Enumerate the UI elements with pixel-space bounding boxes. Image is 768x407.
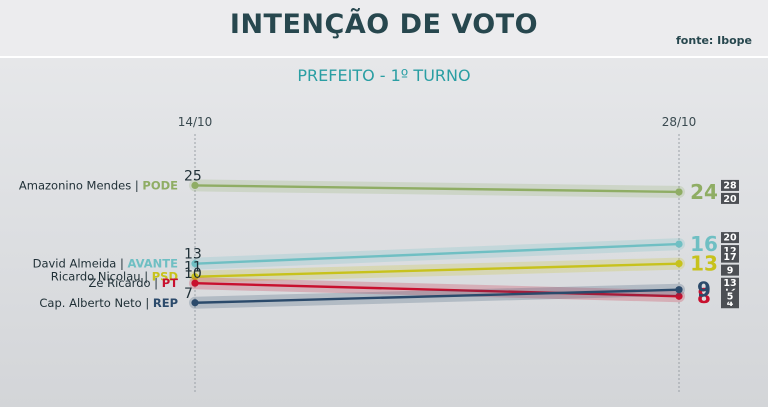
range-high-label-0: 28 [723, 180, 737, 191]
range-high-box-1 [721, 232, 739, 244]
series-name-text-2: Ricardo Nicolau | [51, 270, 152, 284]
range-low-label-2: 9 [727, 266, 734, 277]
range-high-box-2 [721, 251, 739, 263]
range-low-box-0 [721, 192, 739, 204]
data-label-right-4: 9 [697, 278, 711, 302]
range-high-box-4 [721, 277, 739, 289]
series-name-text-4: Cap. Alberto Neto | [39, 296, 152, 310]
data-label-left-2: 11 [184, 260, 202, 276]
series-line-2 [194, 262, 680, 278]
range-low-label-0: 20 [723, 194, 737, 205]
data-label-right-3: 8 [697, 284, 711, 308]
range-high-label-2: 17 [723, 252, 736, 263]
header-bar: INTENÇÃO DE VOTO fonte: Ibope [0, 0, 768, 58]
series-name-text-3: Ze Ricardo | [89, 276, 162, 290]
data-point-0-1 [675, 188, 683, 196]
page-title: INTENÇÃO DE VOTO [229, 9, 539, 40]
series-name-0: Amazonino Mendes | PODE [19, 178, 178, 192]
series-line-0 [194, 184, 680, 194]
range-high-label-3: 12 [723, 285, 736, 296]
data-label-left-0: 25 [184, 168, 202, 184]
series-name-1: David Almeida | AVANTE [33, 257, 179, 271]
range-high-label-4: 13 [723, 278, 736, 289]
series-party-3: PT [162, 276, 178, 290]
data-label-right-1: 16 [690, 232, 718, 256]
range-low-box-1 [721, 245, 739, 257]
data-point-4-0 [191, 299, 199, 307]
series-name-text-1: David Almeida | [33, 257, 128, 271]
x-tick-label-0: 14/10 [178, 115, 213, 129]
series-name-3: Ze Ricardo | PT [89, 276, 179, 290]
series-party-4: REP [153, 296, 178, 310]
range-low-label-3: 4 [727, 298, 734, 309]
data-point-3-1 [675, 292, 683, 300]
series-party-2: PSD [152, 270, 178, 284]
series-line-1 [194, 242, 680, 265]
series-party-1: AVANTE [128, 257, 179, 271]
series-name-4: Cap. Alberto Neto | REP [39, 296, 178, 310]
series-party-0: PODE [142, 178, 178, 192]
range-low-box-2 [721, 264, 739, 276]
range-high-box-0 [721, 179, 739, 191]
data-point-1-0 [191, 260, 199, 268]
data-point-4-1 [675, 286, 683, 294]
x-tick-label-1: 28/10 [662, 115, 697, 129]
data-point-2-0 [191, 273, 199, 281]
chart-subtitle: PREFEITO - 1º TURNO [297, 66, 471, 85]
data-label-right-0: 24 [690, 180, 718, 204]
data-label-left-4: 7 [184, 286, 193, 302]
series-name-text-0: Amazonino Mendes | [19, 178, 143, 192]
series-line-3 [194, 282, 680, 298]
range-low-box-4 [721, 290, 739, 302]
data-point-1-1 [675, 240, 683, 248]
source-label: fonte: Ibope [676, 34, 752, 47]
range-high-box-3 [721, 284, 739, 296]
range-low-label-1: 12 [723, 246, 736, 257]
series-line-4 [194, 288, 680, 304]
range-low-box-3 [721, 297, 739, 309]
data-label-right-2: 13 [690, 252, 718, 276]
range-low-label-4: 5 [727, 292, 734, 303]
data-point-3-0 [191, 279, 199, 287]
range-high-label-1: 20 [723, 233, 737, 244]
series-name-2: Ricardo Nicolau | PSD [51, 270, 178, 284]
data-label-left-3: 10 [184, 266, 202, 282]
data-label-left-1: 13 [184, 247, 202, 263]
data-point-2-1 [675, 260, 683, 268]
data-point-0-0 [191, 181, 199, 189]
